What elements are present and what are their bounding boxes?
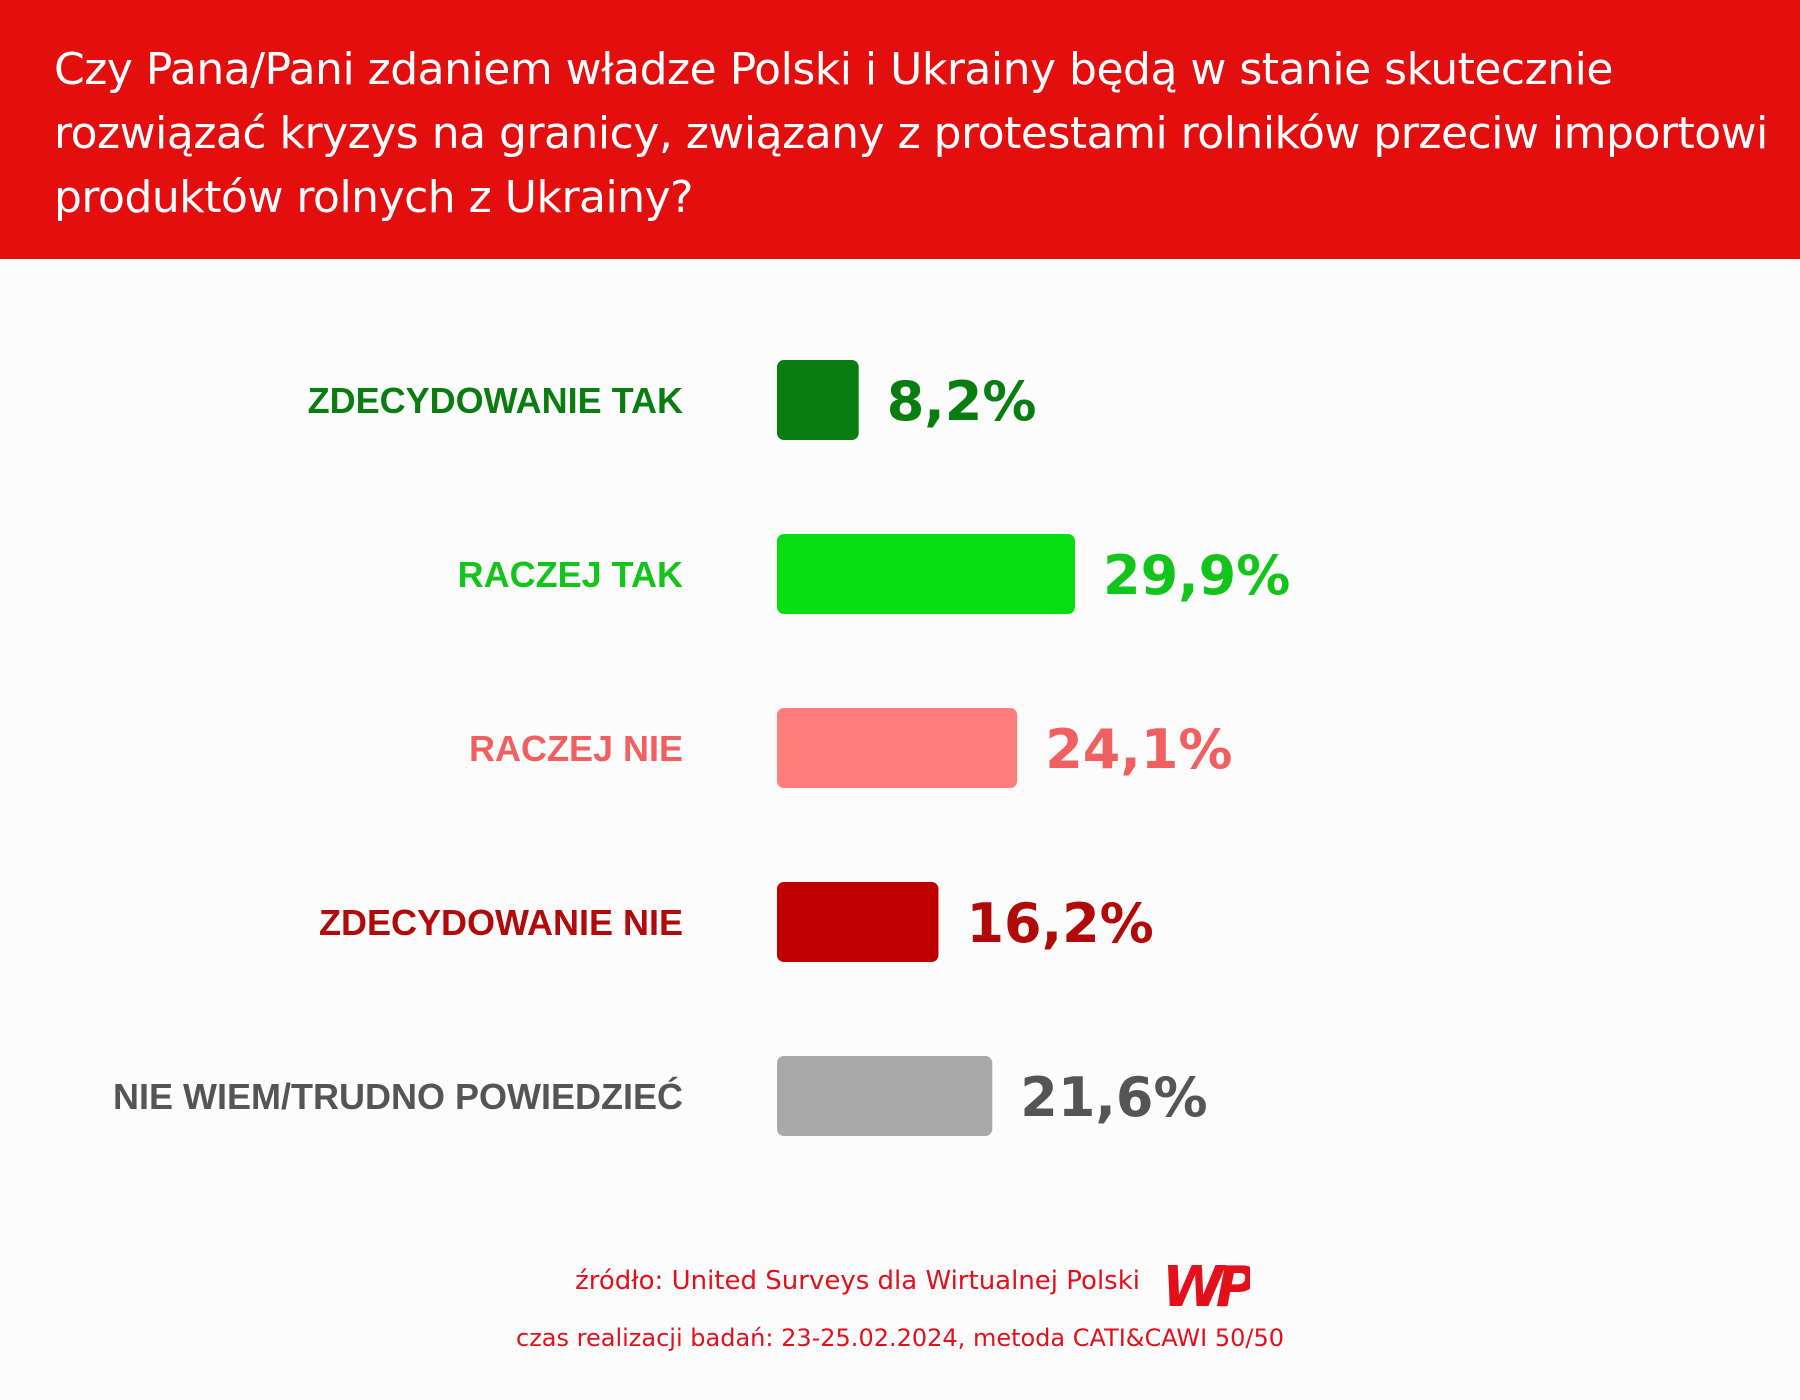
category-label-nie-wiem-trudno-powiedziec: NIE WIEM/TRUDNO POWIEDZIEĆ	[113, 1075, 683, 1117]
bar-chart: ZDECYDOWANIE TAK 8,2% RACZEJ TAK 29,9% RACZE…	[113, 360, 1290, 1136]
bar-nie-wiem-trudno-powiedziec	[777, 1056, 993, 1136]
category-label-raczej-tak: RACZEJ TAK	[458, 554, 683, 595]
chart-title: Czy Pana/Pani zdaniem władze Polski i Uk…	[54, 44, 1768, 223]
value-label-raczej-tak: 29,9%	[1103, 544, 1290, 607]
value-label-raczej-nie: 24,1%	[1045, 718, 1232, 781]
bar-raczej-tak	[777, 534, 1075, 614]
survey-dates-note: czas realizacji badań: 23-25.02.2024, me…	[516, 1324, 1284, 1352]
value-label-zdecydowanie-tak: 8,2%	[887, 370, 1037, 433]
category-label-zdecydowanie-tak: ZDECYDOWANIE TAK	[308, 380, 683, 421]
wp-logo: WP	[1162, 1256, 1250, 1316]
bar-raczej-nie	[777, 708, 1018, 788]
value-label-nie-wiem-trudno-powiedziec: 21,6%	[1020, 1066, 1207, 1129]
bar-zdecydowanie-nie	[777, 882, 939, 962]
title-banner: Czy Pana/Pani zdaniem władze Polski i Uk…	[0, 0, 1800, 259]
category-label-raczej-nie: RACZEJ NIE	[469, 728, 683, 769]
value-label-zdecydowanie-nie: 16,2%	[966, 892, 1153, 955]
category-label-zdecydowanie-nie: ZDECYDOWANIE NIE	[319, 902, 683, 943]
wp-logo-text: WP	[1162, 1256, 1250, 1316]
bar-zdecydowanie-tak	[777, 360, 859, 440]
source-note: źródło: United Surveys dla Wirtualnej Po…	[575, 1266, 1140, 1296]
